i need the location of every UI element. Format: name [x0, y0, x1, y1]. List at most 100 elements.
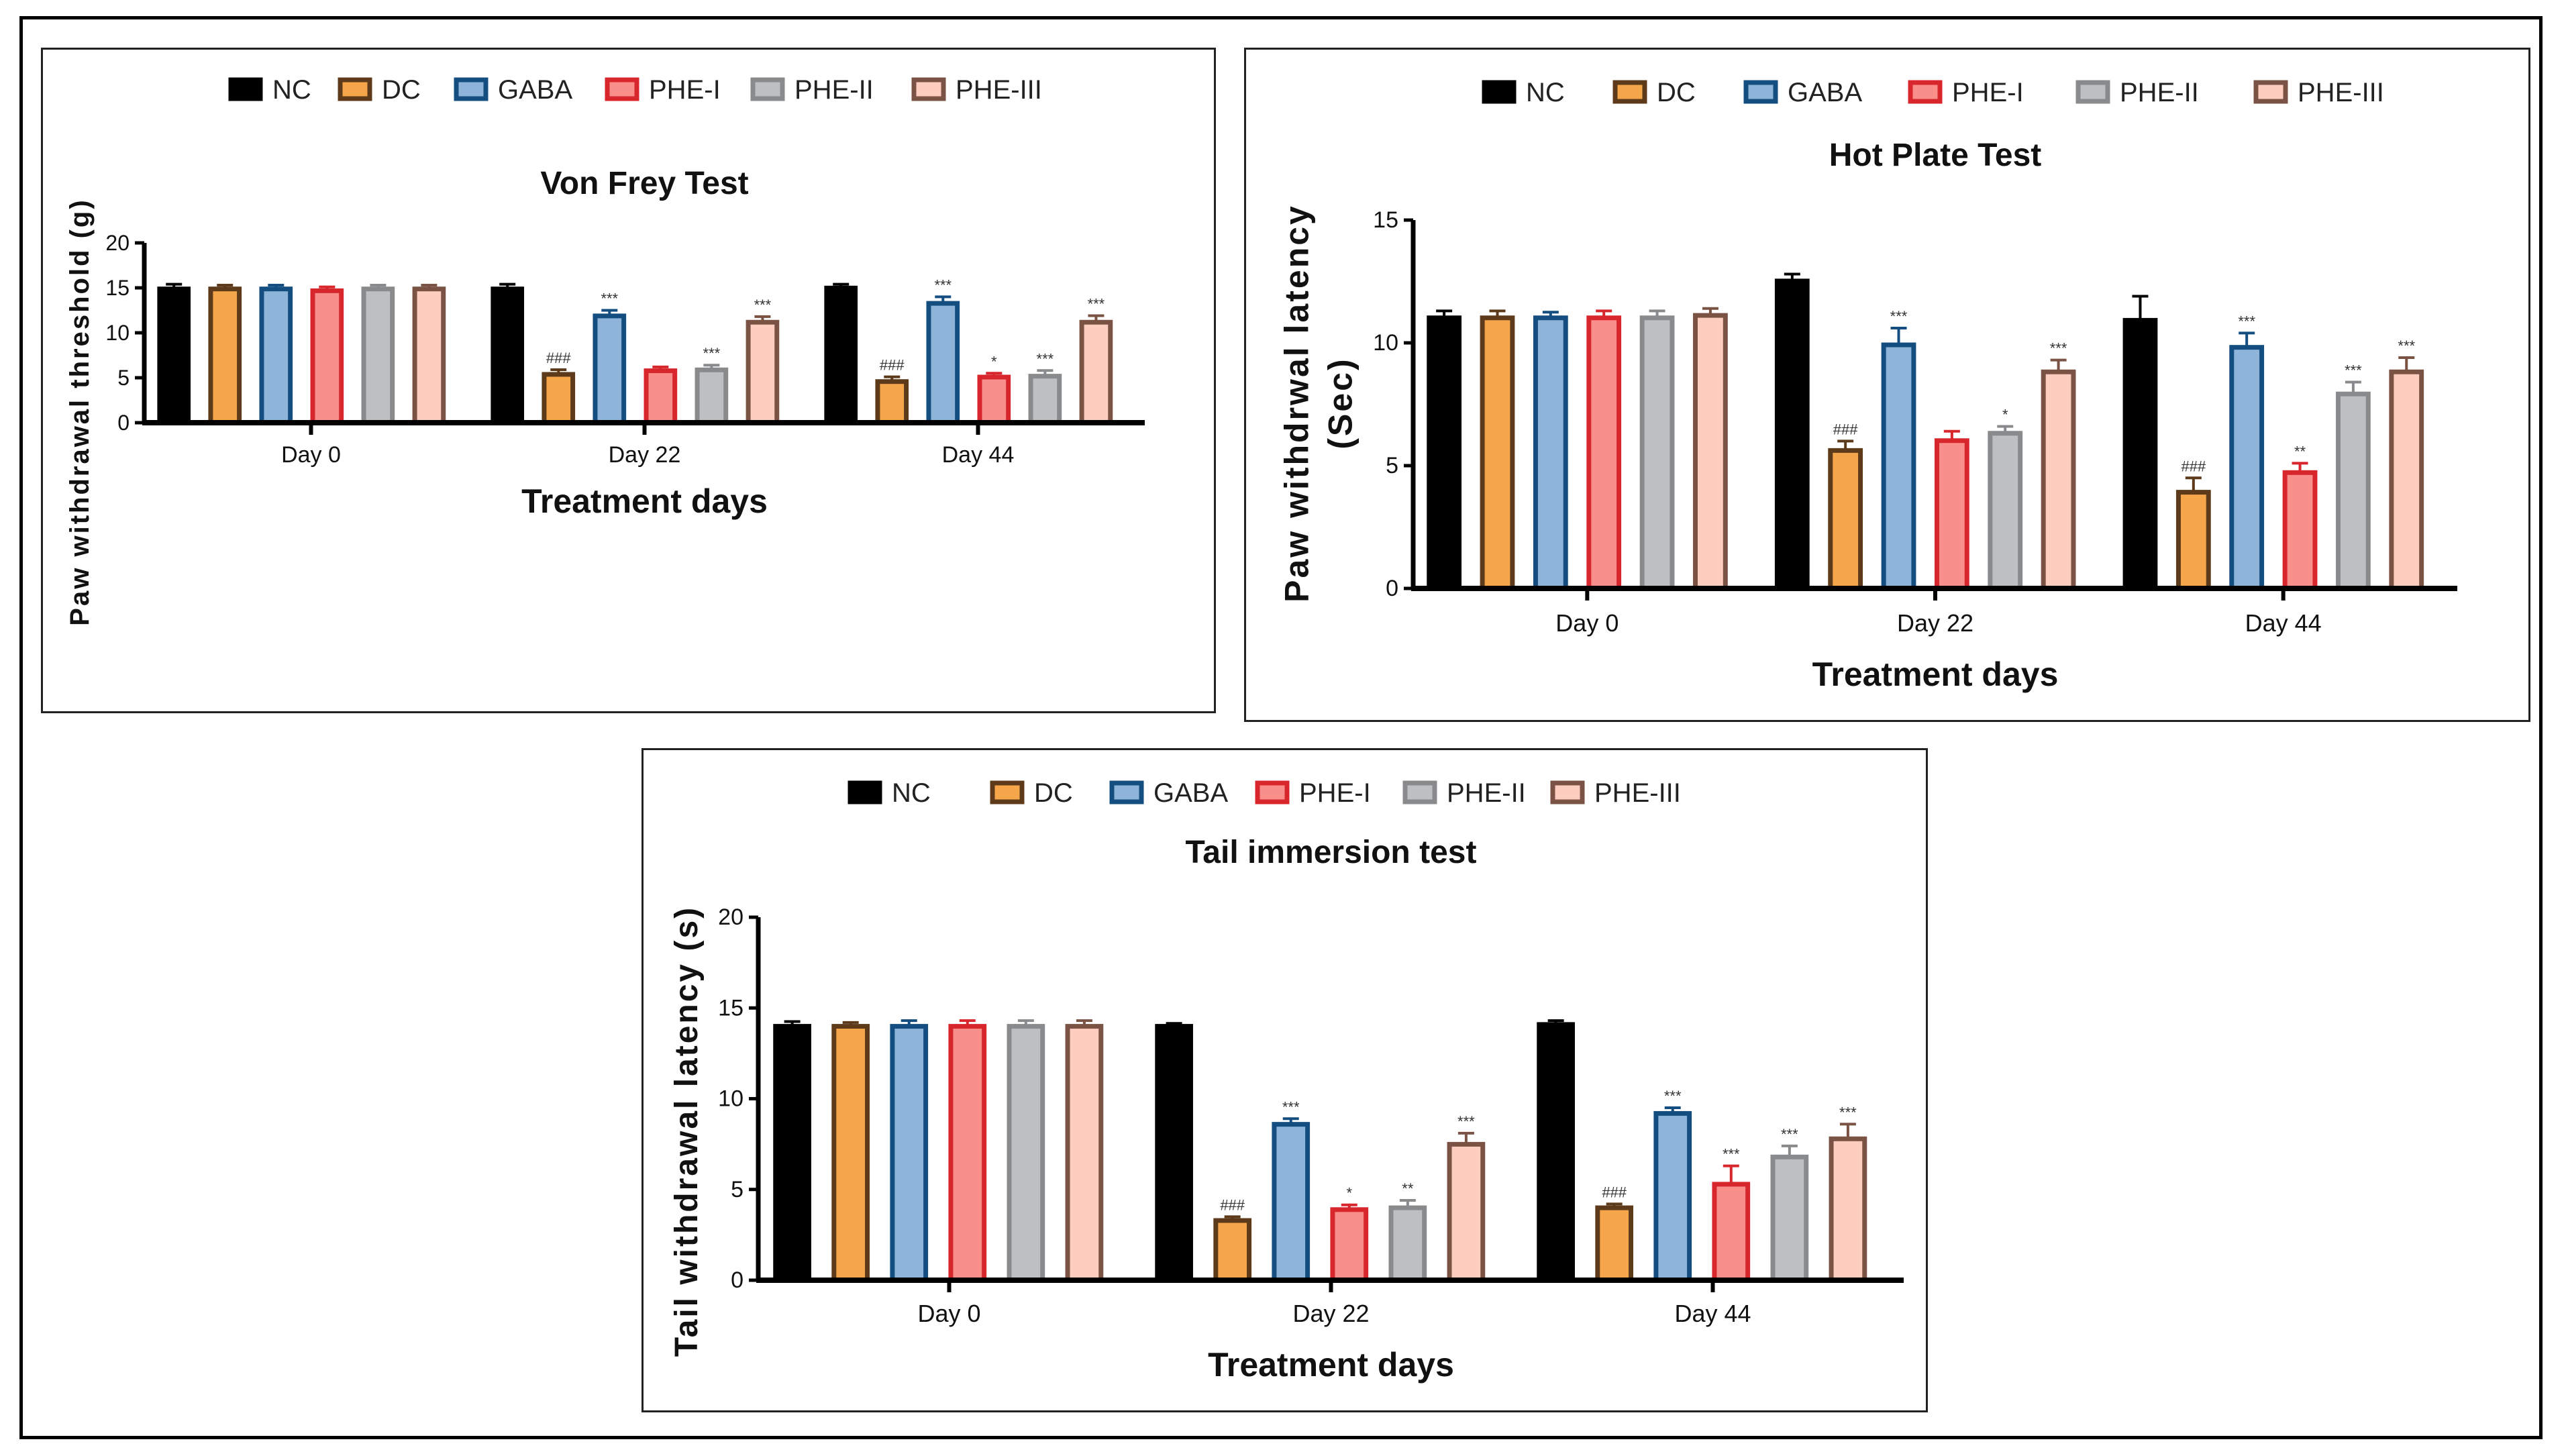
- tail-immersion-chart: NC DC GABA PHE-I PHE-II PHE-III Tail immersion…: [669, 778, 1904, 1384]
- y-tick-label: 0: [731, 1267, 743, 1293]
- legend-label: PHE-III: [1594, 778, 1681, 808]
- bar: [1537, 1022, 1575, 1283]
- significance-label: ###: [1833, 421, 1858, 437]
- legend-label: NC: [892, 778, 931, 808]
- bar-nc-day-22: [1155, 1022, 1193, 1283]
- bar-phe-i-day-0: [948, 1019, 987, 1283]
- significance-label: ***: [1664, 1088, 1682, 1104]
- bar: [1213, 1218, 1252, 1283]
- bar-phe-i-day-44: **: [2282, 443, 2318, 591]
- x-tick-label: Day 44: [1674, 1300, 1751, 1327]
- significance-label: **: [1402, 1180, 1414, 1197]
- significance-label: ***: [2398, 337, 2415, 354]
- legend-label: PHE-II: [2120, 78, 2199, 107]
- bar-dc-day-22: ###: [542, 350, 576, 425]
- von-frey-chart: NC DC GABA PHE-I PHE-II PHE-III Von Frey Test 0…: [65, 75, 1145, 626]
- bar: [948, 1024, 987, 1283]
- significance-label: ***: [1723, 1146, 1740, 1163]
- chart-title: Von Frey Test: [540, 166, 748, 201]
- significance-label: ###: [546, 350, 571, 366]
- legend-label: PHE-II: [1447, 778, 1526, 808]
- bar: [1028, 374, 1062, 425]
- x-tick-label: Day 22: [609, 442, 681, 468]
- legend-item-phe-i: PHE-I: [605, 75, 721, 105]
- legend-swatch: [605, 77, 639, 101]
- bar: [1272, 1122, 1311, 1283]
- bar-phe-i-day-0: [310, 285, 344, 425]
- legend-item-phe-ii: PHE-II: [750, 75, 874, 105]
- x-axis-label: Treatment days: [1208, 1346, 1454, 1384]
- y-axis-label: Paw withdrwal latency: [1278, 204, 1316, 603]
- bar-phe-ii-day-0: [1007, 1019, 1045, 1283]
- bar-phe-iii-day-44: ***: [1829, 1104, 1867, 1283]
- legend-swatch: [1402, 780, 1437, 804]
- legend-swatch: [1612, 80, 1647, 104]
- bar-phe-iii-day-0: [1065, 1019, 1104, 1283]
- bar-nc-day-44: [824, 282, 858, 425]
- bar: [824, 285, 858, 425]
- legend-item-phe-iii: PHE-III: [911, 75, 1042, 105]
- significance-label: ***: [1037, 350, 1054, 367]
- legend-item-phe-i: PHE-I: [1255, 778, 1371, 808]
- x-tick-label: Day 0: [1555, 609, 1619, 637]
- bar-phe-ii-day-22: **: [1388, 1180, 1427, 1283]
- bar-gaba-day-0: [1533, 311, 1568, 591]
- legend-item-dc: DC: [990, 778, 1073, 808]
- x-tick-label: Day 22: [1292, 1300, 1369, 1327]
- bar: [1988, 431, 2023, 591]
- y-axis-label: Tail withdrawal latency (s): [669, 906, 705, 1357]
- hot-plate-chart: NC DC GABA PHE-I PHE-II PHE-III Hot Plate Test…: [1278, 78, 2457, 693]
- legend-item-phe-i: PHE-I: [1908, 78, 2024, 107]
- legend-swatch: [990, 780, 1025, 804]
- bar-phe-iii-day-22: ***: [746, 297, 780, 425]
- bar-gaba-day-22: ***: [1881, 308, 1916, 591]
- legend-swatch: [228, 77, 263, 101]
- chart-title: Tail immersion test: [1186, 835, 1477, 870]
- bar: [542, 372, 576, 425]
- legend-swatch: [1109, 780, 1144, 804]
- significance-label: ###: [2181, 458, 2206, 474]
- bar: [977, 374, 1011, 425]
- legend-swatch: [750, 77, 785, 101]
- bar: [593, 313, 627, 425]
- legend-label: GABA: [498, 75, 572, 105]
- legend-swatch: [1908, 80, 1943, 104]
- legend-swatch: [1255, 780, 1290, 804]
- y-tick-label: 20: [718, 904, 743, 930]
- bar: [1653, 1110, 1692, 1283]
- significance-label: ***: [934, 276, 952, 293]
- bar-phe-ii-day-0: [1639, 309, 1675, 591]
- bar: [875, 379, 909, 425]
- bar-phe-iii-day-22: ***: [1447, 1113, 1486, 1283]
- bar: [208, 287, 242, 425]
- significance-label: *: [1347, 1185, 1353, 1202]
- bar: [2122, 317, 2158, 591]
- bar-phe-i-day-22: [644, 365, 678, 425]
- bar: [773, 1024, 811, 1283]
- bar-phe-i-day-22: [1934, 429, 1969, 591]
- x-tick-label: Day 0: [917, 1300, 980, 1327]
- bar-phe-ii-day-22: ***: [695, 345, 729, 425]
- significance-label: ***: [1457, 1113, 1475, 1130]
- bar: [1595, 1205, 1634, 1283]
- bar: [2336, 391, 2371, 591]
- significance-label: ***: [1839, 1104, 1857, 1121]
- y-tick-label: 15: [718, 995, 743, 1021]
- x-axis-label: Treatment days: [521, 482, 768, 520]
- bar: [695, 367, 729, 425]
- bar: [1427, 315, 1462, 591]
- significance-label: ***: [2238, 313, 2255, 329]
- bar: [361, 287, 395, 425]
- bar-phe-i-day-0: [1586, 309, 1622, 591]
- y-tick-label: 0: [117, 411, 130, 435]
- bar-gaba-day-0: [259, 283, 293, 425]
- legend-swatch: [848, 780, 882, 804]
- legend-label: GABA: [1788, 78, 1862, 107]
- legend-label: DC: [1034, 778, 1073, 808]
- bar-phe-iii-day-44: ***: [1079, 296, 1113, 425]
- legend-item-dc: DC: [338, 75, 421, 105]
- legend-label: DC: [382, 75, 421, 105]
- x-tick-label: Day 44: [2245, 609, 2322, 637]
- bar: [1079, 319, 1113, 425]
- significance-label: ***: [1781, 1126, 1798, 1143]
